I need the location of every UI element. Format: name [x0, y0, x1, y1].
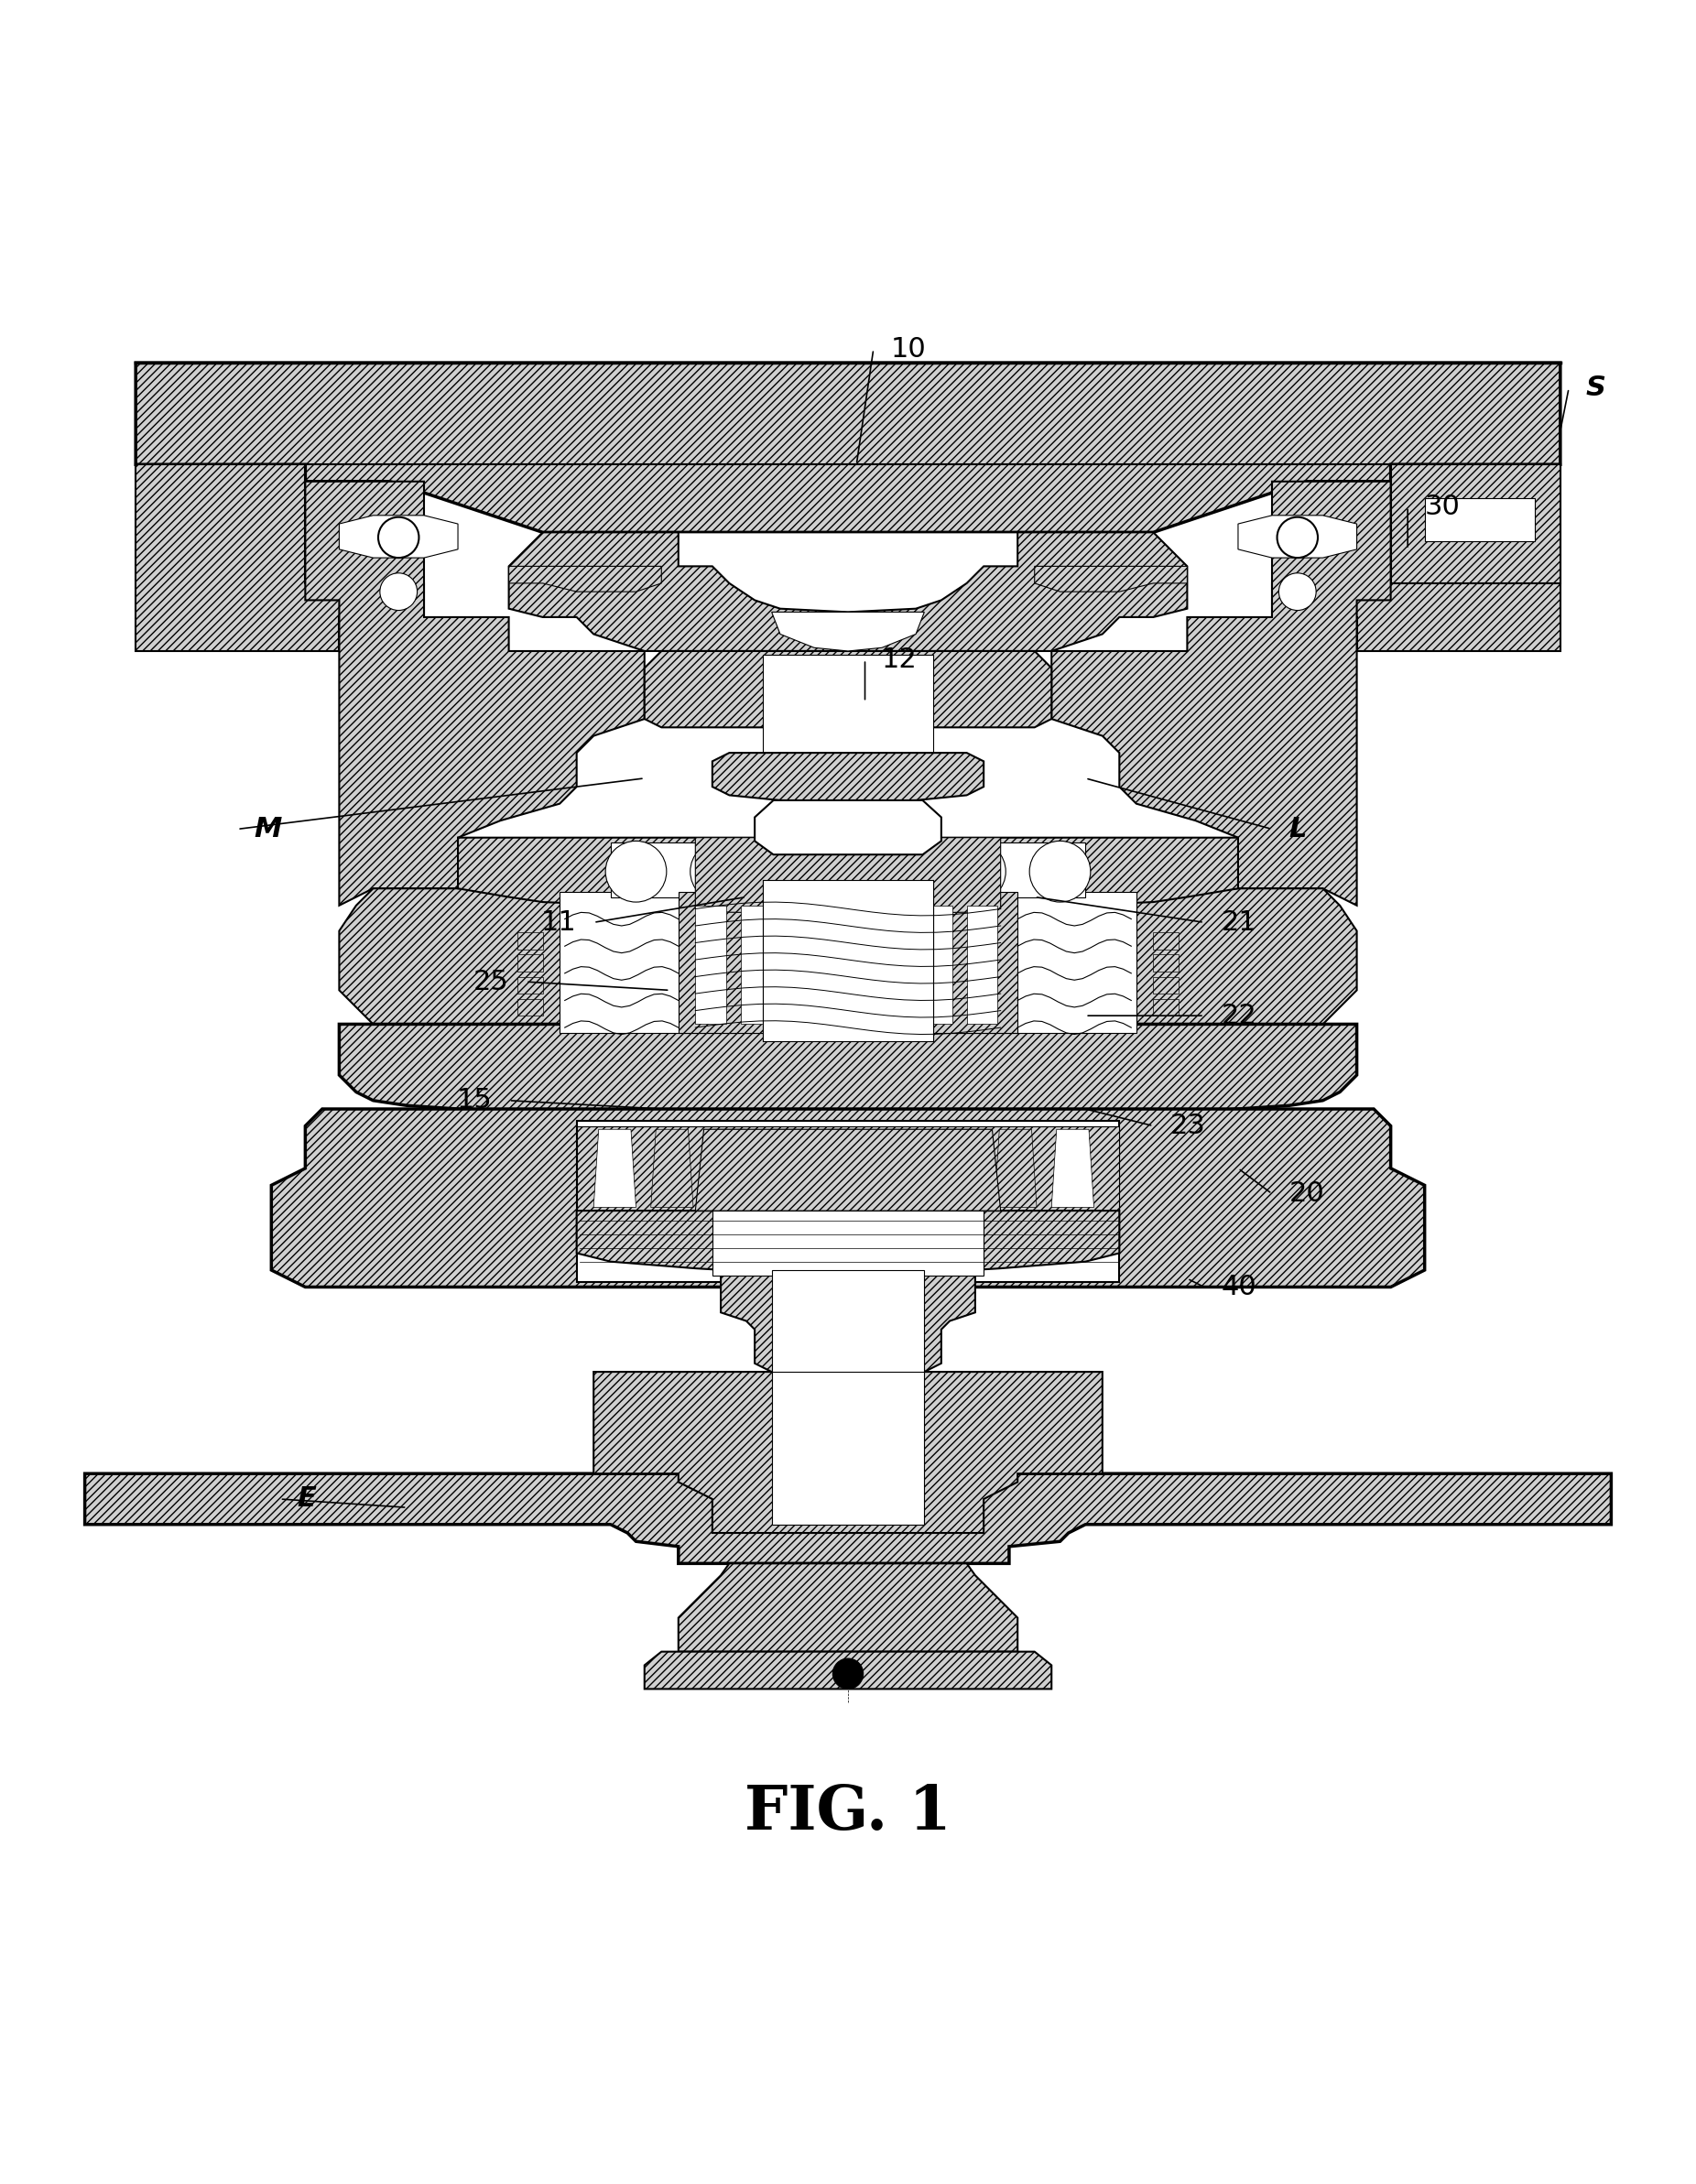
Text: 21: 21 — [1221, 909, 1257, 935]
Bar — [877, 906, 907, 1024]
Polygon shape — [517, 976, 543, 994]
Polygon shape — [517, 998, 543, 1016]
Circle shape — [605, 841, 667, 902]
Polygon shape — [712, 753, 984, 802]
Polygon shape — [136, 363, 1560, 533]
Bar — [577, 1120, 1119, 1282]
Polygon shape — [305, 480, 644, 906]
Text: 12: 12 — [882, 646, 918, 673]
Text: FIG. 1: FIG. 1 — [745, 1782, 951, 1843]
Text: 15: 15 — [456, 1088, 492, 1114]
Polygon shape — [709, 1129, 750, 1208]
Polygon shape — [772, 612, 924, 651]
Polygon shape — [339, 1024, 1357, 1118]
Bar — [785, 906, 816, 1024]
Text: 10: 10 — [890, 336, 926, 363]
Polygon shape — [765, 1129, 807, 1208]
Polygon shape — [509, 566, 661, 592]
Bar — [695, 906, 726, 1024]
Text: 22: 22 — [1221, 1002, 1257, 1029]
Polygon shape — [755, 799, 941, 854]
Polygon shape — [85, 1474, 1611, 1564]
Polygon shape — [1153, 976, 1179, 994]
Polygon shape — [1153, 954, 1179, 972]
Polygon shape — [678, 891, 1018, 1033]
Polygon shape — [560, 891, 1136, 1033]
Bar — [712, 1210, 984, 1275]
Circle shape — [690, 841, 751, 902]
Circle shape — [1277, 518, 1318, 557]
Circle shape — [1279, 572, 1316, 609]
Text: L: L — [1289, 817, 1306, 843]
Polygon shape — [1153, 998, 1179, 1016]
Polygon shape — [994, 1129, 1036, 1208]
Polygon shape — [1391, 465, 1560, 583]
Text: 11: 11 — [541, 909, 577, 935]
Bar — [921, 906, 951, 1024]
Text: 40: 40 — [1221, 1273, 1257, 1299]
Polygon shape — [1153, 933, 1179, 950]
Text: 25: 25 — [473, 968, 509, 996]
Polygon shape — [721, 1275, 975, 1372]
Text: S: S — [1586, 376, 1606, 402]
Polygon shape — [695, 839, 1001, 913]
Polygon shape — [880, 1129, 923, 1208]
Polygon shape — [678, 533, 1018, 612]
Polygon shape — [339, 515, 458, 557]
Bar — [763, 655, 933, 753]
Circle shape — [380, 572, 417, 609]
Text: E: E — [297, 1485, 315, 1511]
Polygon shape — [695, 1129, 1001, 1210]
Polygon shape — [644, 651, 1052, 756]
Polygon shape — [517, 954, 543, 972]
Circle shape — [1029, 841, 1091, 902]
Polygon shape — [1035, 566, 1187, 592]
Polygon shape — [458, 839, 1238, 913]
Polygon shape — [678, 1564, 1018, 1651]
Polygon shape — [271, 1109, 1425, 1286]
Polygon shape — [644, 1651, 1052, 1688]
Bar — [831, 906, 862, 1024]
Circle shape — [378, 518, 419, 557]
Bar — [1425, 498, 1535, 542]
Circle shape — [860, 841, 921, 902]
Bar — [763, 880, 933, 1042]
Polygon shape — [577, 1210, 1119, 1275]
Polygon shape — [339, 889, 1357, 1042]
Polygon shape — [509, 533, 1187, 651]
Polygon shape — [136, 465, 424, 651]
Polygon shape — [1272, 465, 1560, 651]
Polygon shape — [594, 1372, 1102, 1533]
Circle shape — [945, 841, 1006, 902]
Circle shape — [775, 841, 836, 902]
Polygon shape — [823, 1129, 865, 1208]
Polygon shape — [517, 933, 543, 950]
Polygon shape — [1052, 1129, 1094, 1208]
Polygon shape — [577, 1127, 1119, 1210]
Polygon shape — [1052, 480, 1391, 906]
Polygon shape — [651, 1129, 694, 1208]
Circle shape — [833, 1658, 863, 1688]
Text: 30: 30 — [1425, 494, 1460, 520]
Polygon shape — [936, 1129, 980, 1208]
Polygon shape — [611, 843, 1085, 898]
Text: 23: 23 — [1170, 1112, 1206, 1140]
Polygon shape — [1238, 515, 1357, 557]
Bar — [741, 906, 772, 1024]
Text: 20: 20 — [1289, 1182, 1325, 1208]
Text: M: M — [254, 817, 282, 843]
Bar — [772, 1369, 924, 1524]
Polygon shape — [594, 1129, 636, 1208]
Bar — [967, 906, 997, 1024]
Bar — [772, 1271, 924, 1372]
